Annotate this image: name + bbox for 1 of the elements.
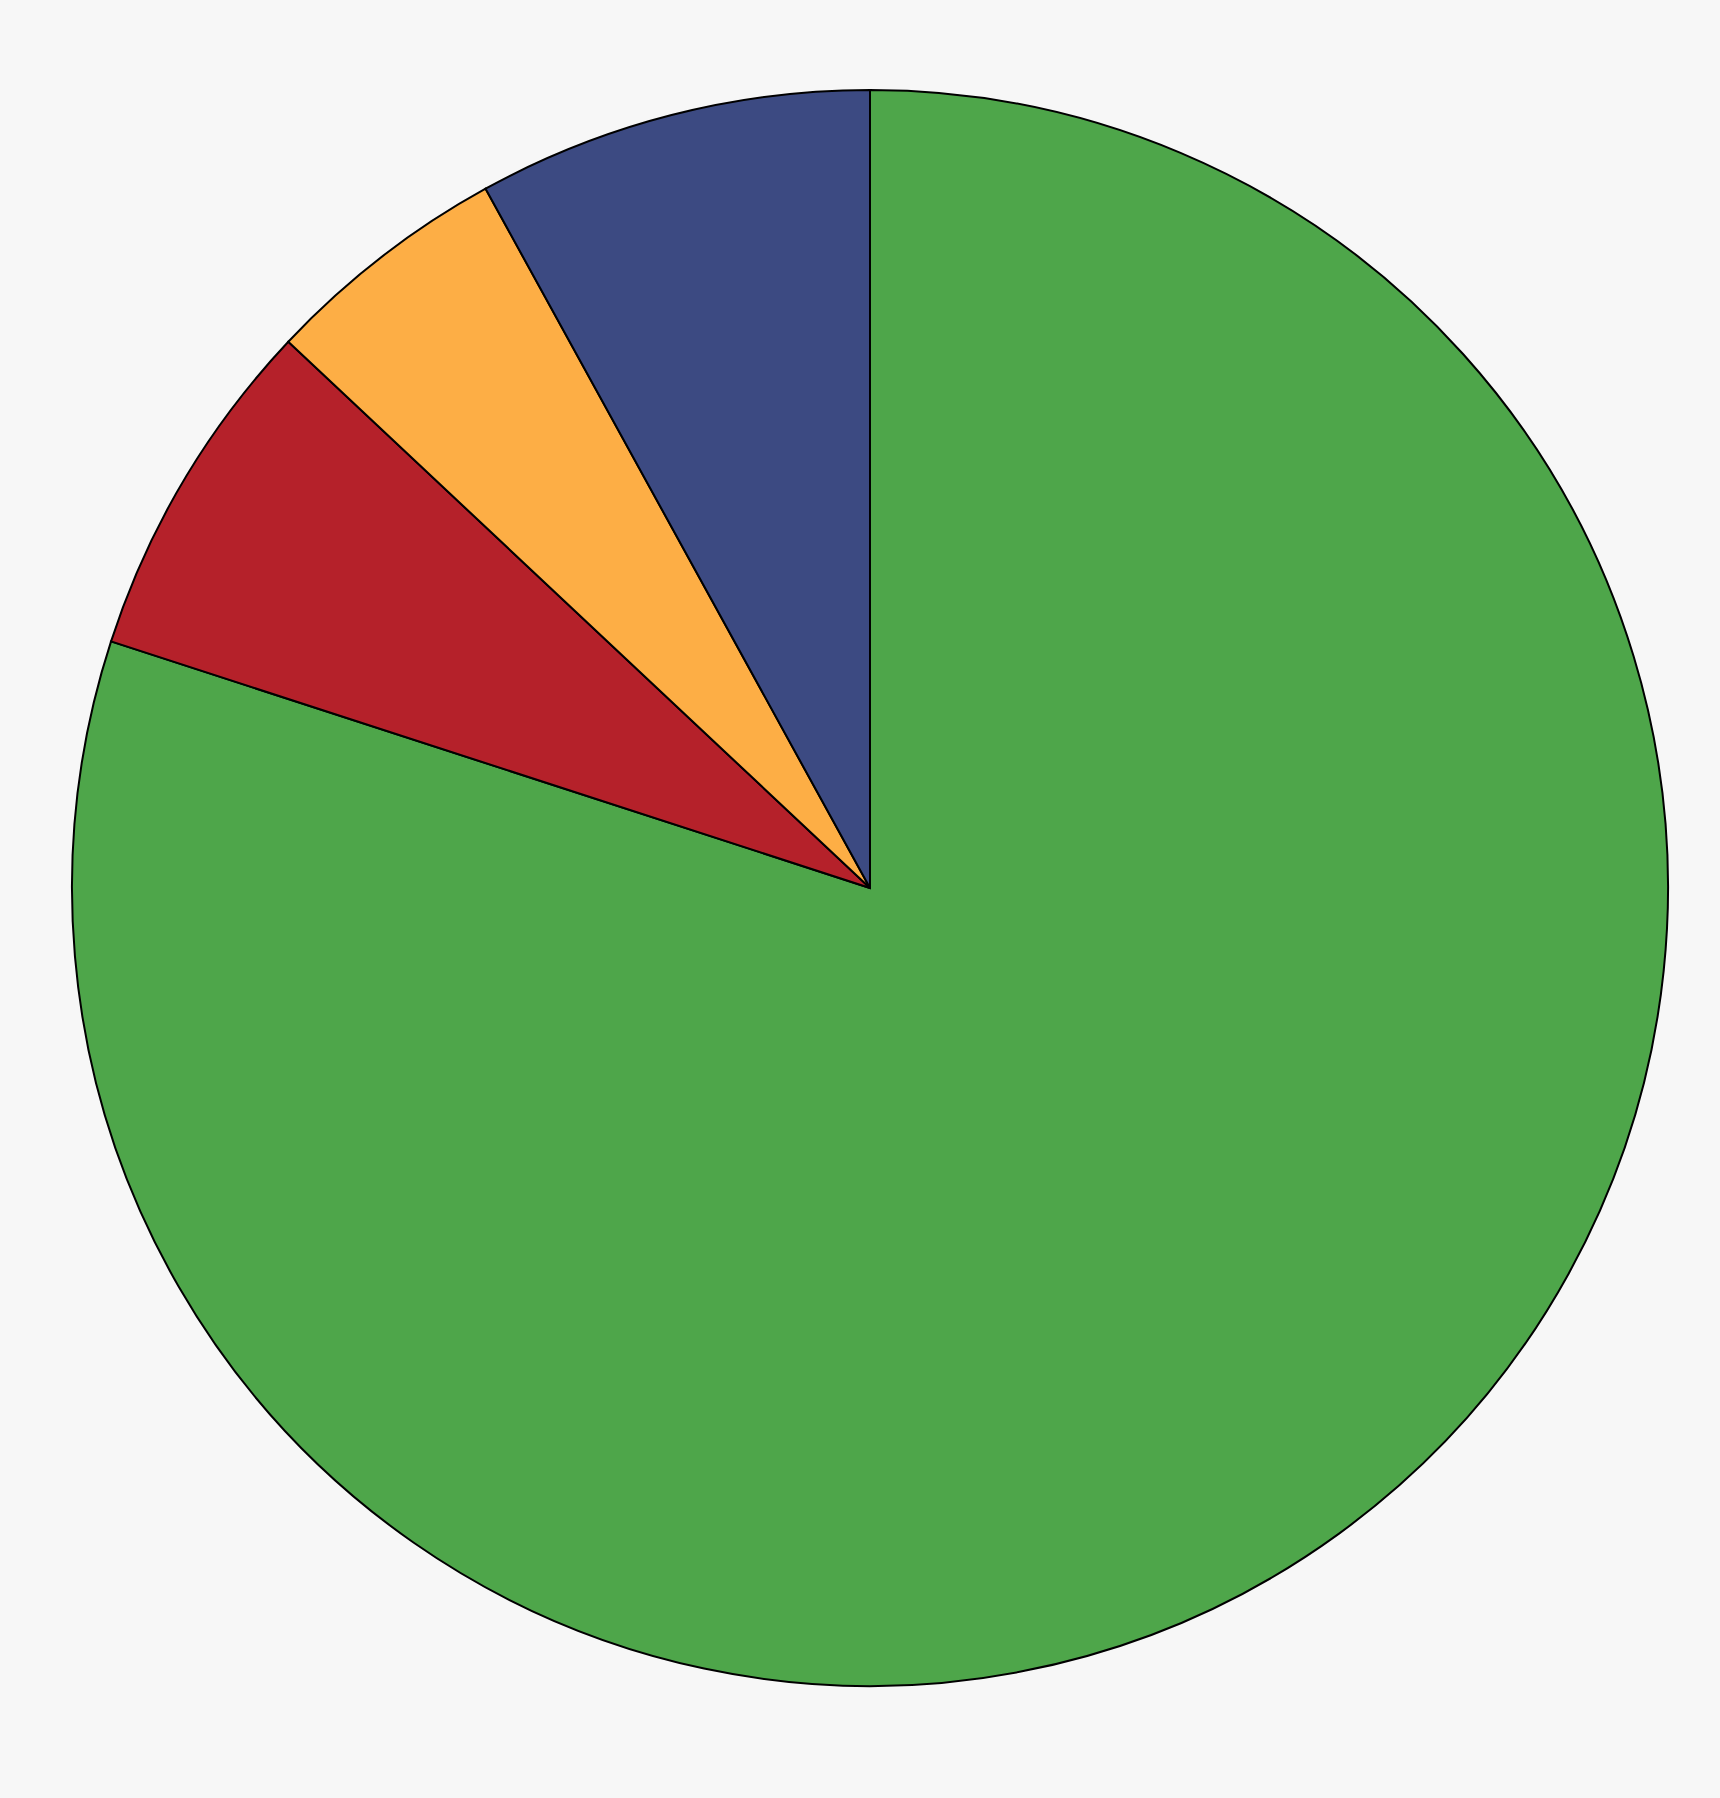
pie-slice — [72, 89, 1669, 1687]
